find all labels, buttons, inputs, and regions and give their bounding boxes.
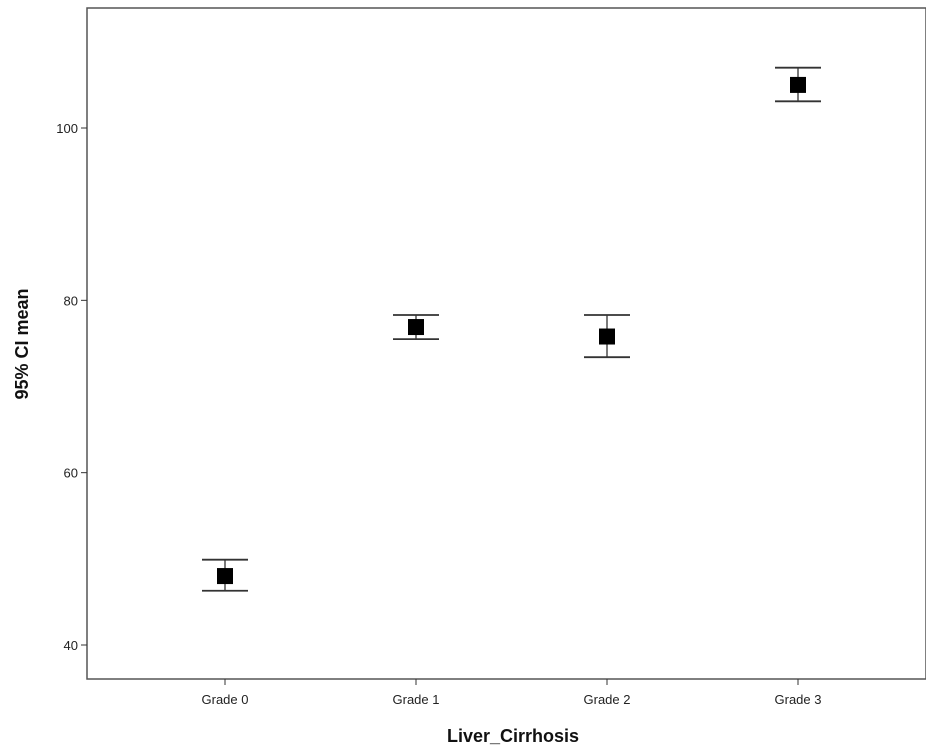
y-axis-title: 95% CI mean [12, 288, 32, 399]
x-tick-label: Grade 0 [202, 692, 249, 707]
x-tick-label: Grade 1 [393, 692, 440, 707]
y-tick-label: 100 [56, 121, 78, 136]
mean-marker [599, 328, 615, 345]
y-axis-ticks: 40 60 80 100 [56, 121, 87, 653]
data-marks [202, 66, 821, 592]
y-tick-label: 60 [64, 466, 78, 481]
y-tick-label: 80 [64, 293, 78, 308]
mean-marker [217, 568, 233, 585]
x-axis-ticks: Grade 0 Grade 1 Grade 2 Grade 3 [202, 679, 822, 707]
x-tick-label: Grade 3 [775, 692, 822, 707]
mean-marker [790, 76, 806, 93]
x-axis-title: Liver_Cirrhosis [447, 726, 579, 746]
y-tick-label: 40 [64, 638, 78, 653]
mean-marker [408, 319, 424, 336]
plot-frame [86, 7, 926, 680]
x-tick-label: Grade 2 [584, 692, 631, 707]
